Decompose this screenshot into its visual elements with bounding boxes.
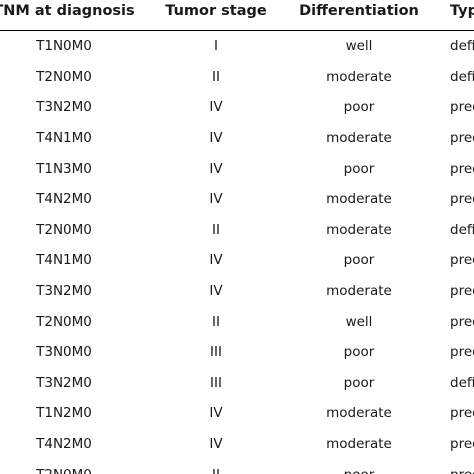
cell-differentiation: moderate bbox=[326, 191, 392, 208]
cell-differentiation: poor bbox=[343, 374, 375, 391]
cell-tnm: T4N1M0 bbox=[36, 130, 92, 147]
cell-type-and-dose: preopera bbox=[450, 344, 474, 361]
table-row: T2N0M0 II well preopera bbox=[0, 306, 474, 337]
table-header: TNM at diagnosis Tumor stage Differentia… bbox=[0, 0, 474, 31]
table-row: T4N2M0 IV moderate preopera bbox=[0, 429, 474, 460]
cell-differentiation: moderate bbox=[326, 405, 392, 422]
table-row: T1N3M0 IV poor preopera bbox=[0, 153, 474, 184]
cell-type-and-dose: preopera bbox=[450, 405, 474, 422]
cell-differentiation: moderate bbox=[326, 221, 392, 238]
cell-tnm: T3N2M0 bbox=[36, 283, 92, 300]
cell-type-and-dose: preopera bbox=[450, 160, 474, 177]
cell-tnm: T1N3M0 bbox=[36, 160, 92, 177]
cell-tumor-stage: IV bbox=[209, 130, 223, 147]
cell-type-and-dose: preopera bbox=[450, 252, 474, 269]
header-type-and-dose: Type and dos bbox=[426, 0, 474, 31]
header-tnm: TNM at diagnosis bbox=[0, 0, 140, 31]
cell-differentiation: poor bbox=[343, 252, 375, 269]
cell-tnm: T1N0M0 bbox=[36, 38, 92, 55]
cell-tumor-stage: III bbox=[210, 344, 222, 361]
cell-tumor-stage: II bbox=[212, 313, 220, 330]
cell-differentiation: poor bbox=[343, 344, 375, 361]
cell-differentiation: poor bbox=[292, 459, 426, 474]
cell-tumor-stage: IV bbox=[209, 252, 223, 269]
cell-tumor-stage: IV bbox=[209, 191, 223, 208]
header-row: TNM at diagnosis Tumor stage Differentia… bbox=[0, 0, 474, 31]
cell-tumor-stage: II bbox=[140, 459, 292, 474]
cell-type-and-dose: definitiv bbox=[450, 38, 474, 55]
cell-type-and-dose: definitiv bbox=[450, 68, 474, 85]
cell-differentiation: poor bbox=[343, 99, 375, 116]
cell-tumor-stage: IV bbox=[209, 160, 223, 177]
cell-tumor-stage: III bbox=[210, 374, 222, 391]
table-row: T4N2M0 IV moderate preopera bbox=[0, 184, 474, 215]
cell-type-and-dose: preopera bbox=[450, 130, 474, 147]
table-body: T1N0M0 I well definitiv T2N0M0 II modera… bbox=[0, 31, 474, 474]
cell-type-and-dose: preopera bbox=[450, 283, 474, 300]
cell-differentiation: moderate bbox=[326, 130, 392, 147]
cell-tumor-stage: IV bbox=[209, 405, 223, 422]
cell-differentiation: well bbox=[345, 313, 373, 330]
table-row: T2N0M0 II moderate definitiv bbox=[0, 215, 474, 246]
cell-type-and-dose: preopera bbox=[450, 191, 474, 208]
cell-tnm: T3N0M0 bbox=[36, 344, 92, 361]
table-row: T3N0M0 III poor preopera bbox=[0, 337, 474, 368]
header-tumor-stage: Tumor stage bbox=[140, 0, 292, 31]
table-row: T2N0M0 II poor preopera bbox=[0, 459, 474, 474]
cell-tnm: T2N0M0 bbox=[0, 459, 140, 474]
table-row: T4N1M0 IV poor preopera bbox=[0, 245, 474, 276]
table-row: T1N2M0 IV moderate preopera bbox=[0, 398, 474, 429]
cell-tnm: T2N0M0 bbox=[36, 68, 92, 85]
cell-tnm: T2N0M0 bbox=[36, 313, 92, 330]
cell-tumor-stage: IV bbox=[209, 283, 223, 300]
table-row: T3N2M0 IV poor preopera bbox=[0, 92, 474, 123]
cell-type-and-dose: definitiv bbox=[450, 221, 474, 238]
cell-type-and-dose: preopera bbox=[450, 99, 474, 116]
cell-tnm: T3N2M0 bbox=[36, 99, 92, 116]
table-row: T4N1M0 IV moderate preopera bbox=[0, 123, 474, 154]
cell-differentiation: moderate bbox=[326, 283, 392, 300]
cell-tnm: T4N2M0 bbox=[36, 191, 92, 208]
cell-tumor-stage: II bbox=[212, 221, 220, 238]
cell-tnm: T2N0M0 bbox=[36, 221, 92, 238]
cell-tnm: T4N2M0 bbox=[36, 436, 92, 453]
cell-tumor-stage: II bbox=[212, 68, 220, 85]
table-row: T3N2M0 IV moderate preopera bbox=[0, 276, 474, 307]
cell-differentiation: moderate bbox=[326, 436, 392, 453]
cell-type-and-dose: preopera bbox=[450, 436, 474, 453]
table-row: T2N0M0 II moderate definitiv bbox=[0, 62, 474, 93]
cell-tnm: T3N2M0 bbox=[36, 374, 92, 391]
cell-differentiation: well bbox=[345, 38, 373, 55]
cell-tnm: T1N2M0 bbox=[36, 405, 92, 422]
cell-type-and-dose: preopera bbox=[450, 313, 474, 330]
cell-tumor-stage: IV bbox=[209, 99, 223, 116]
cell-tnm: T4N1M0 bbox=[36, 252, 92, 269]
cell-tumor-stage: IV bbox=[209, 436, 223, 453]
cell-type-and-dose: definitiv bbox=[450, 374, 474, 391]
cell-tumor-stage: I bbox=[214, 38, 218, 55]
cell-differentiation: moderate bbox=[326, 68, 392, 85]
cell-differentiation: poor bbox=[343, 160, 375, 177]
table-row: T3N2M0 III poor definitiv bbox=[0, 368, 474, 399]
header-differentiation: Differentiation bbox=[292, 0, 426, 31]
table-row: T1N0M0 I well definitiv bbox=[0, 31, 474, 62]
cell-type-and-dose: preopera bbox=[426, 459, 474, 474]
